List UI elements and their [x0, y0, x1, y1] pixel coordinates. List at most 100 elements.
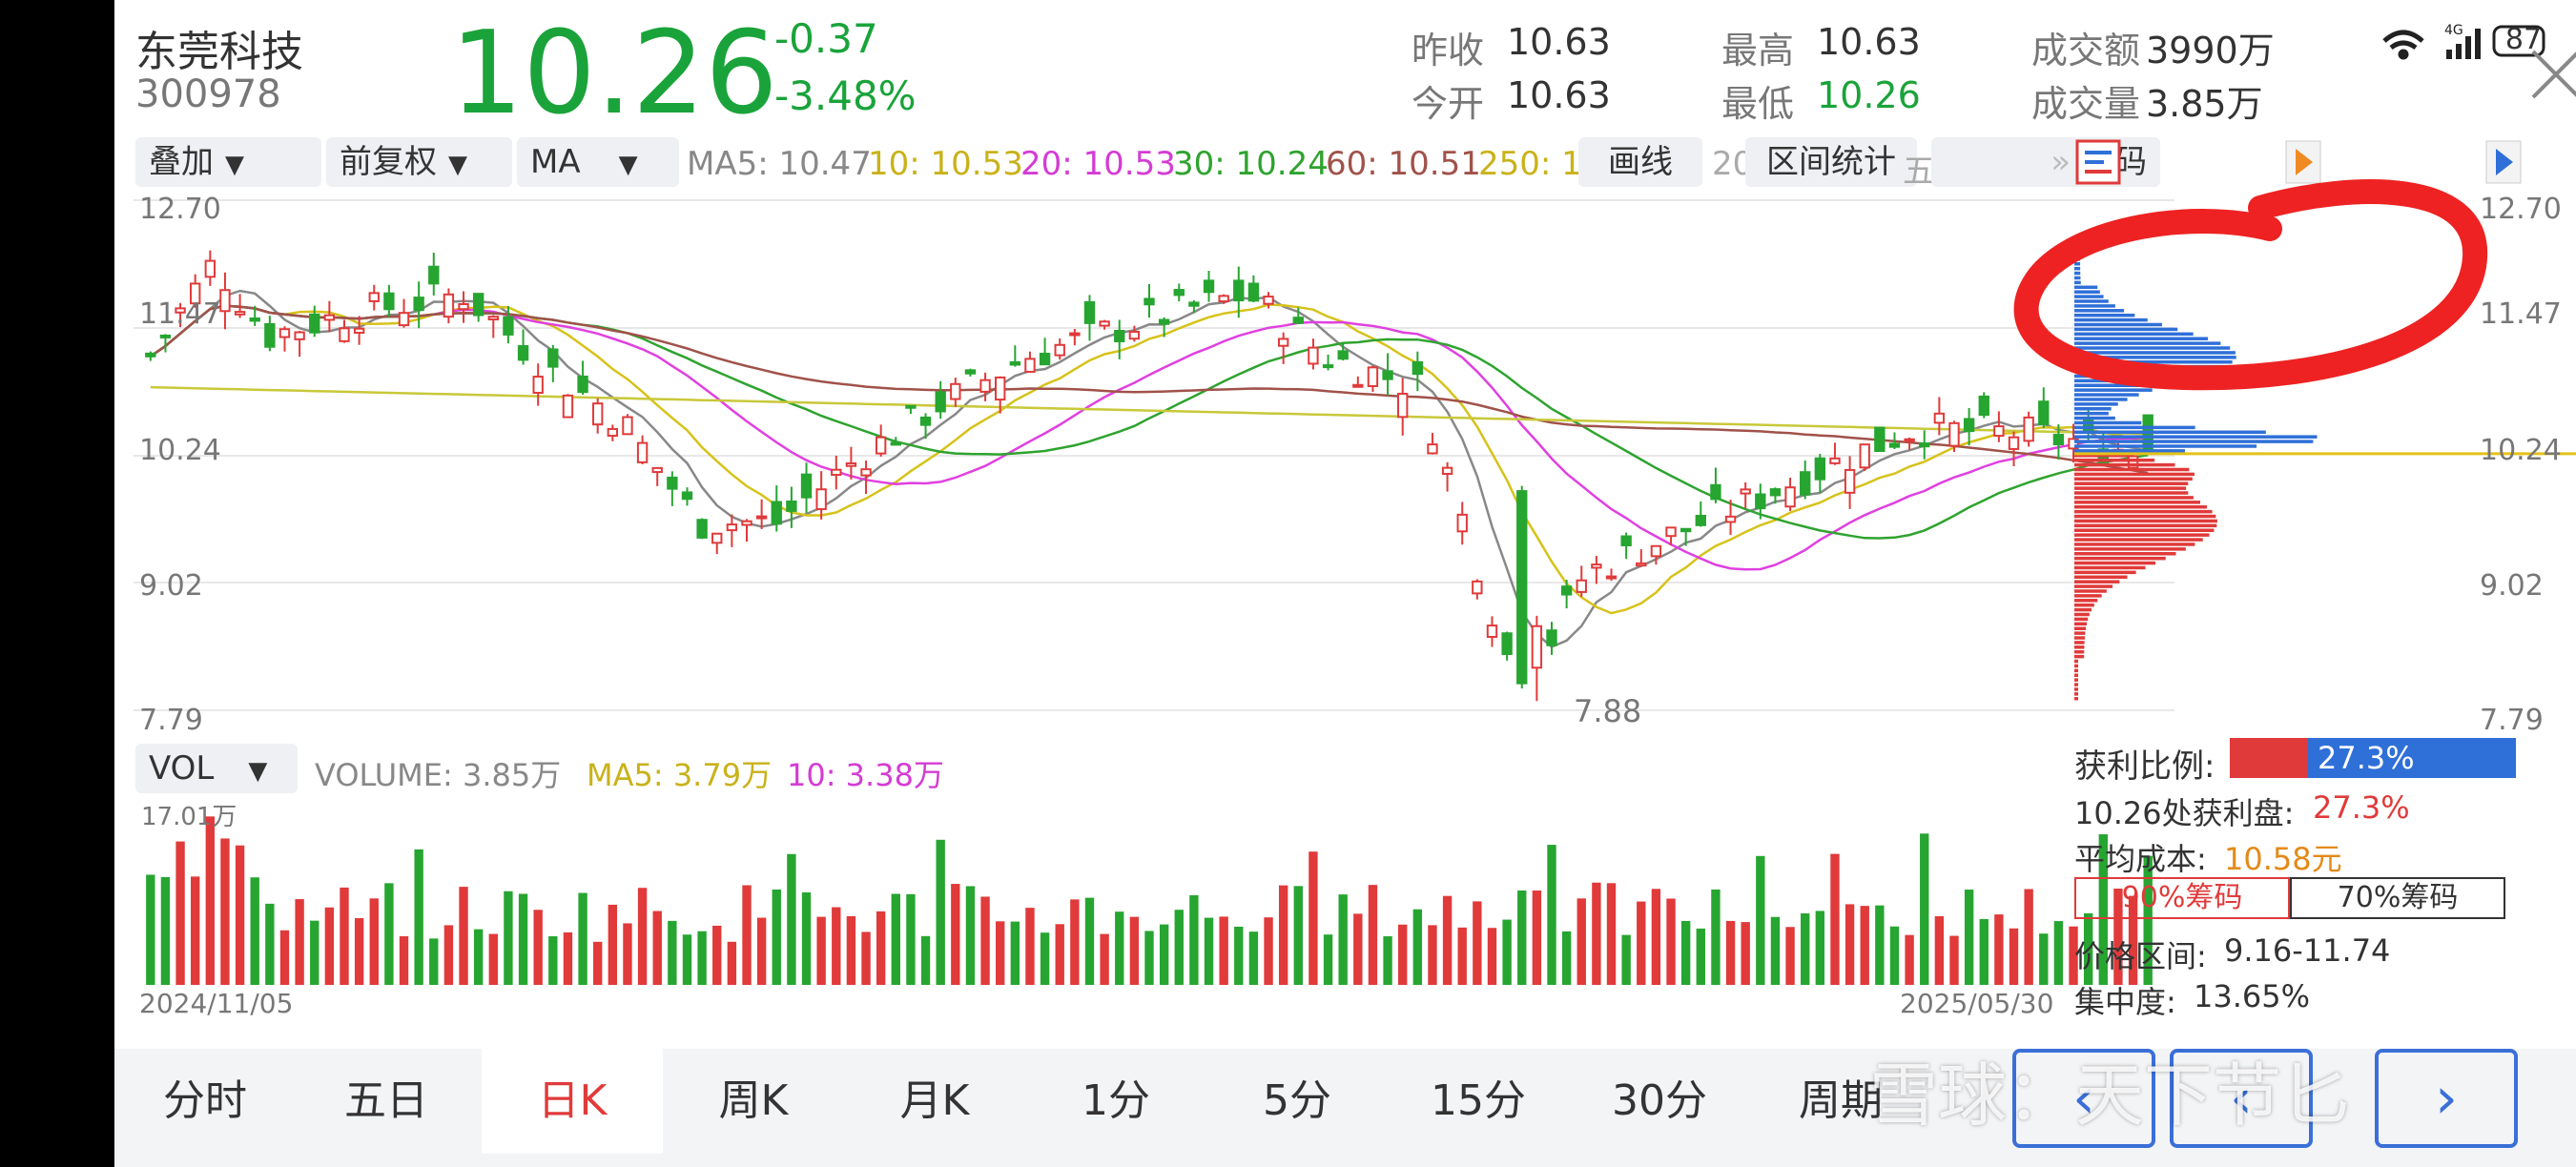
volume-bar — [1547, 845, 1556, 985]
volume-bar — [250, 877, 259, 985]
volume-bar — [1383, 935, 1392, 985]
moving-average-lines — [150, 289, 2149, 648]
turnover-value: 3990万 — [2146, 30, 2275, 72]
volume-ma10: 10: 3.38万 — [787, 757, 944, 793]
chip-bar — [2074, 398, 2128, 401]
volume-bar — [1815, 911, 1825, 985]
volume-bar — [1994, 914, 2004, 985]
candle-body — [1784, 486, 1796, 508]
candle-body — [309, 313, 320, 334]
vol-label: VOL — [149, 749, 215, 788]
volume-bar — [1353, 913, 1363, 985]
candle-body — [860, 468, 872, 477]
tab-weekly-k[interactable]: 周K — [718, 1076, 789, 1125]
high-label: 最高 — [1721, 30, 1795, 72]
range-stats-button[interactable]: 区间统计 — [1745, 137, 1917, 187]
candle-body — [383, 292, 395, 311]
volume-chart[interactable] — [134, 799, 2174, 990]
chevron-down-icon: ▼ — [225, 151, 244, 179]
overlay-dropdown[interactable]: 叠加 ▼ — [135, 137, 321, 187]
tab-15min[interactable]: 15分 — [1431, 1076, 1526, 1125]
candle-body — [755, 515, 768, 520]
volume-bar — [936, 839, 945, 985]
ma60-line — [150, 304, 2149, 475]
tab-period[interactable]: 周期 — [1799, 1076, 1883, 1125]
volume-bar — [1174, 910, 1184, 985]
battery-icon — [2492, 25, 2545, 57]
tab-fenshi[interactable]: 分时 — [163, 1076, 247, 1125]
volume-bar — [1770, 916, 1781, 985]
chip-list-icon[interactable] — [2075, 139, 2121, 189]
volume-bar — [1129, 916, 1140, 985]
volume-bar — [1189, 894, 1199, 985]
volume-bar — [429, 938, 439, 985]
tab-monthly-k[interactable]: 月K — [899, 1076, 970, 1125]
candle-body — [1501, 632, 1513, 655]
prev-button[interactable]: ‹ — [2012, 1049, 2155, 1148]
tab-30min[interactable]: 30分 — [1612, 1076, 1707, 1125]
candle-body — [979, 379, 991, 393]
candle-body — [1605, 575, 1618, 580]
draw-button[interactable]: 画线 — [1578, 137, 1702, 187]
volume-bar — [279, 930, 290, 985]
close-icon[interactable] — [2527, 46, 2576, 107]
chip-70-button[interactable]: 70%筹码 — [2290, 877, 2505, 919]
candle-body — [592, 402, 604, 426]
volume-indicator-dropdown[interactable]: VOL ▼ — [135, 744, 298, 793]
candle-body — [1099, 320, 1110, 327]
back-button[interactable]: ‹ — [2170, 1049, 2313, 1148]
low-value: 10.26 — [1817, 74, 1921, 116]
chip-bar — [2074, 285, 2098, 290]
candle-body — [1173, 289, 1185, 297]
chip-bar — [2074, 467, 2190, 472]
status-bar-icons: 4G — [2382, 23, 2545, 60]
volume-bar — [756, 917, 767, 985]
candle-body — [1680, 527, 1692, 533]
volume-bar — [652, 911, 662, 985]
volume-bar — [1606, 883, 1617, 985]
tab-wuri[interactable]: 五日 — [344, 1076, 428, 1125]
candle-body — [815, 488, 827, 511]
candle-body — [294, 331, 305, 340]
price-tick-3: 10.24 — [139, 434, 221, 467]
tab-daily-k[interactable]: 日K — [482, 1049, 663, 1154]
candle-body — [1769, 488, 1782, 497]
chip-bar — [2074, 262, 2081, 266]
chip-flag-icon[interactable] — [2284, 139, 2322, 189]
chip-tick-4: 9.02 — [2480, 569, 2544, 603]
candle-body — [1755, 493, 1766, 510]
volume-bar — [1651, 889, 1661, 985]
indicator-dropdown[interactable]: MA ▼ — [517, 137, 679, 187]
volume-bar — [488, 933, 498, 985]
candle-body — [741, 520, 752, 526]
candle-body — [443, 293, 455, 318]
candle-body — [1472, 580, 1483, 595]
chip-bar — [2074, 523, 2217, 528]
candlestick-chart[interactable] — [134, 191, 2174, 729]
volume-bar — [846, 915, 856, 985]
candle-body — [1710, 483, 1721, 501]
chip-bar — [2074, 589, 2107, 593]
candle-body — [1978, 395, 1989, 417]
ma30-value: 30: 10.24 — [1173, 145, 1329, 183]
candle-body — [1904, 438, 1915, 442]
next-button[interactable]: › — [2375, 1049, 2518, 1148]
volume-bar — [2128, 895, 2138, 985]
chip-90-button[interactable]: 90%筹码 — [2074, 877, 2290, 919]
adjust-dropdown[interactable]: 前复权 ▼ — [326, 137, 512, 187]
candle-body — [800, 473, 813, 499]
candle-body — [1277, 338, 1289, 347]
chip-play-icon[interactable] — [2484, 139, 2523, 189]
volume-bar — [146, 874, 155, 985]
chip-bar — [2074, 472, 2195, 477]
chip-bar — [2074, 622, 2088, 626]
chip-bar — [2074, 654, 2085, 659]
volume-bar — [1219, 916, 1228, 985]
candle-body — [532, 376, 544, 394]
tab-5min[interactable]: 5分 — [1263, 1076, 1331, 1125]
candle-body — [1069, 332, 1081, 337]
tab-1min[interactable]: 1分 — [1082, 1076, 1150, 1125]
chip-bar — [2074, 462, 2175, 467]
candle-body — [1800, 471, 1811, 496]
candle-body — [1308, 346, 1319, 365]
